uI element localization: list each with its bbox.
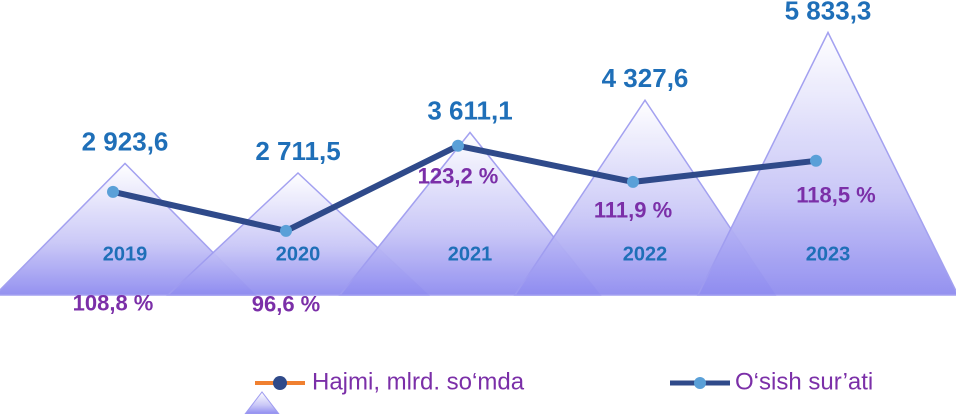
year-label: 2023 <box>806 243 851 265</box>
chart: 2 923,6 2019 2 711,5 2020 3 611,1 2021 4 327,6… <box>0 0 956 414</box>
growth-label: 96,6 % <box>252 292 321 317</box>
legend-label: Hajmi, mlrd. so‘mda <box>312 368 525 395</box>
legend-mountain <box>245 392 279 414</box>
year-label: 2020 <box>276 243 321 265</box>
growth-point <box>627 176 639 188</box>
year-label: 2021 <box>448 243 493 265</box>
growth-point <box>810 155 822 167</box>
volume-label: 5 833,3 <box>785 0 872 25</box>
legend-dot <box>694 377 706 389</box>
volume-label: 4 327,6 <box>602 63 689 93</box>
growth-point <box>107 186 119 198</box>
growth-label: 108,8 % <box>73 291 154 316</box>
volume-label: 3 611,1 <box>427 95 512 125</box>
year-label: 2019 <box>103 243 148 265</box>
growth-label: 123,2 % <box>418 164 499 189</box>
growth-point <box>452 140 464 152</box>
volume-label: 2 711,5 <box>255 136 340 166</box>
growth-label: 118,5 % <box>796 183 876 208</box>
growth-point <box>280 225 292 237</box>
legend-label: O‘sish sur’ati <box>735 368 873 395</box>
year-label: 2022 <box>623 243 668 265</box>
volume-label: 2 923,6 <box>82 126 169 156</box>
growth-label: 111,9 % <box>594 198 672 223</box>
legend-dot <box>273 376 287 390</box>
